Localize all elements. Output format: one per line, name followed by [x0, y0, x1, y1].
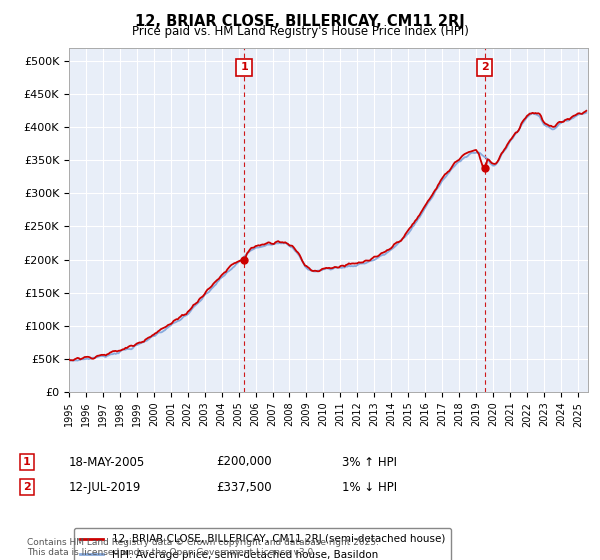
- Legend: 12, BRIAR CLOSE, BILLERICAY, CM11 2RJ (semi-detached house), HPI: Average price,: 12, BRIAR CLOSE, BILLERICAY, CM11 2RJ (s…: [74, 528, 451, 560]
- Text: 2: 2: [481, 63, 488, 72]
- Text: 2: 2: [23, 482, 31, 492]
- Text: 18-MAY-2005: 18-MAY-2005: [69, 455, 145, 469]
- Text: 12, BRIAR CLOSE, BILLERICAY, CM11 2RJ: 12, BRIAR CLOSE, BILLERICAY, CM11 2RJ: [135, 14, 465, 29]
- Text: £337,500: £337,500: [216, 480, 272, 494]
- Text: 3% ↑ HPI: 3% ↑ HPI: [342, 455, 397, 469]
- Text: 1: 1: [241, 63, 248, 72]
- Text: Contains HM Land Registry data © Crown copyright and database right 2025.
This d: Contains HM Land Registry data © Crown c…: [27, 538, 379, 557]
- Text: 12-JUL-2019: 12-JUL-2019: [69, 480, 142, 494]
- Text: 1% ↓ HPI: 1% ↓ HPI: [342, 480, 397, 494]
- Text: £200,000: £200,000: [216, 455, 272, 469]
- Text: Price paid vs. HM Land Registry's House Price Index (HPI): Price paid vs. HM Land Registry's House …: [131, 25, 469, 38]
- Text: 1: 1: [23, 457, 31, 467]
